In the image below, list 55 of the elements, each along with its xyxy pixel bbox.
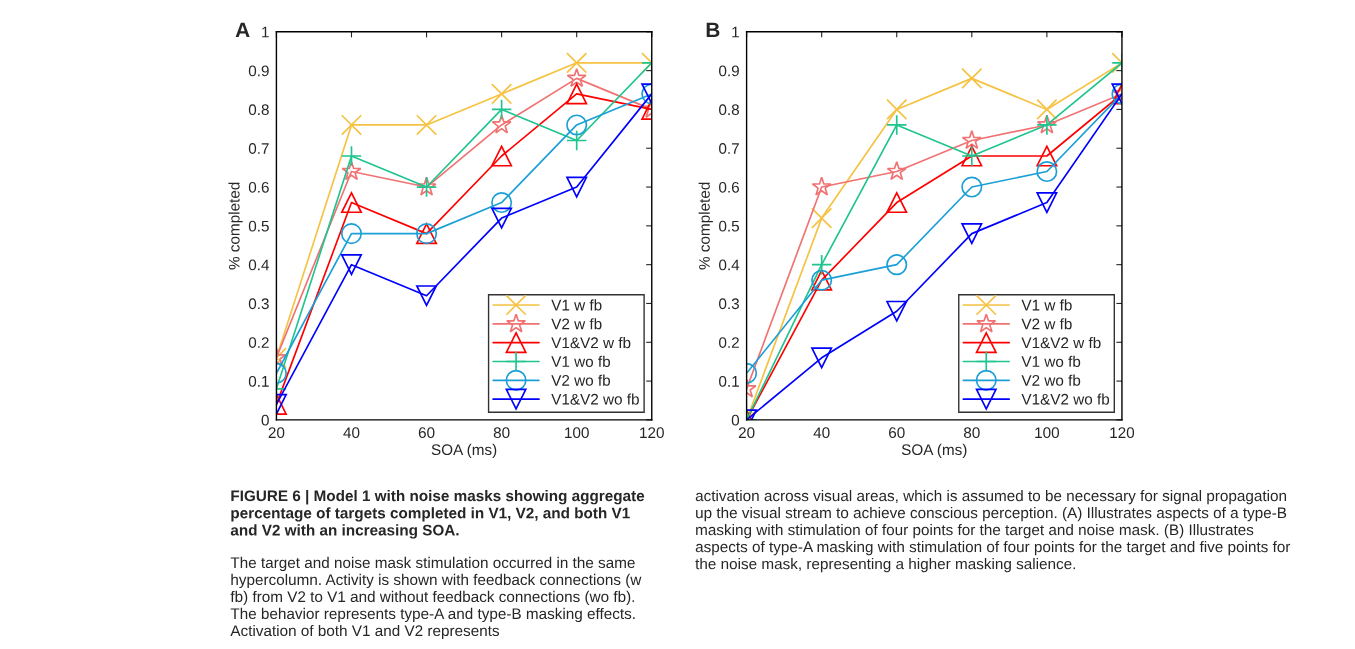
legend-label: V1 w fb: [551, 299, 602, 311]
legend-label: V1 wo fb: [551, 355, 611, 368]
y-tick-label: 0.8: [248, 104, 269, 116]
y-tick-label: 0.5: [248, 220, 269, 232]
x-tick-label: 40: [813, 427, 830, 439]
y-tick-label: 0.4: [719, 259, 740, 271]
y-tick-label: 0.1: [719, 375, 739, 387]
y-tick-label: 0: [731, 414, 740, 426]
legend-label: V1&V2 w fb: [1021, 336, 1101, 349]
legend-label: V2 w fb: [1021, 318, 1072, 330]
y-axis-title: % completed: [698, 182, 713, 270]
legend-label: V1&V2 w fb: [551, 336, 631, 349]
y-tick-label: 0: [261, 414, 269, 426]
y-tick-label: 0.6: [719, 181, 739, 193]
legend-label: V1 w fb: [1021, 299, 1072, 311]
legend-label: V2 w fb: [551, 318, 602, 330]
x-tick-label: 20: [738, 427, 755, 439]
x-tick-label: 80: [963, 427, 980, 439]
chart-title: A: [235, 22, 250, 38]
x-tick-label: 20: [268, 427, 285, 439]
y-tick-label: 0.4: [248, 259, 270, 271]
y-axis-title: % completed: [228, 182, 243, 270]
x-tick-label: 120: [1110, 427, 1135, 439]
y-tick-label: 0.7: [248, 143, 269, 154]
y-tick-label: 0.1: [248, 375, 269, 387]
x-tick-label: 100: [565, 427, 589, 439]
y-tick-label: 0.3: [248, 298, 269, 310]
legend-label: V2 wo fb: [551, 374, 611, 386]
legend-label: V1&V2 wo fb: [1021, 393, 1110, 405]
caption: FIGURE 6 | Model 1 with noise masks showing aggregate percentage of targets completed in V1, V2, and both V1 and V2 with an increasing SOA.: [230, 490, 645, 539]
y-tick-label: 0.5: [719, 220, 740, 232]
y-tick-label: 0.7: [719, 143, 739, 154]
x-tick-label: 120: [640, 427, 664, 439]
text: The target and noise mask stimulation occurred in the same hypercolumn. Activity is shown with feedback connections (w fb) from V2 to V1 and without feedback connections (wo fb). The behavior represents type-A and type-B masking effects. Activation of both V1 and V2 represents: [230, 556, 642, 640]
y-tick-label: 0.3: [719, 298, 739, 310]
chart-title: B: [706, 22, 720, 38]
y-tick-label: 1: [732, 26, 739, 38]
x-tick-label: 80: [493, 427, 510, 439]
legend-label: V2 wo fb: [1021, 374, 1081, 386]
y-tick-label: 0.9: [719, 65, 739, 77]
y-tick-label: 0.8: [719, 104, 739, 116]
y-tick-label: 0.6: [248, 181, 269, 193]
y-tick-label: 0.2: [248, 337, 269, 348]
y-tick-label: 0.9: [248, 65, 269, 77]
legend-label: V1&V2 wo fb: [551, 393, 639, 405]
x-axis-title: SOA (ms): [431, 443, 497, 459]
x-tick-label: 100: [1035, 427, 1060, 439]
legend-label: V1 wo fb: [1021, 355, 1081, 368]
x-axis-title: SOA (ms): [901, 443, 967, 459]
y-tick-label: 0.2: [719, 337, 739, 348]
text: activation across visual areas, which is assumed to be necessary for signal propagation up the visual stream to achieve conscious perception. (A) Illustrates aspects of a type-B masking with stimulation of four points for the target and noise mask. (B) Illustrates aspects of type-A masking with stimulation of four points for the target and five points for the noise mask, representing a higher masking salience.: [695, 490, 1291, 573]
y-tick-label: 1: [262, 26, 269, 38]
x-tick-label: 40: [343, 427, 360, 439]
x-tick-label: 60: [889, 427, 905, 439]
x-tick-label: 60: [418, 427, 435, 439]
